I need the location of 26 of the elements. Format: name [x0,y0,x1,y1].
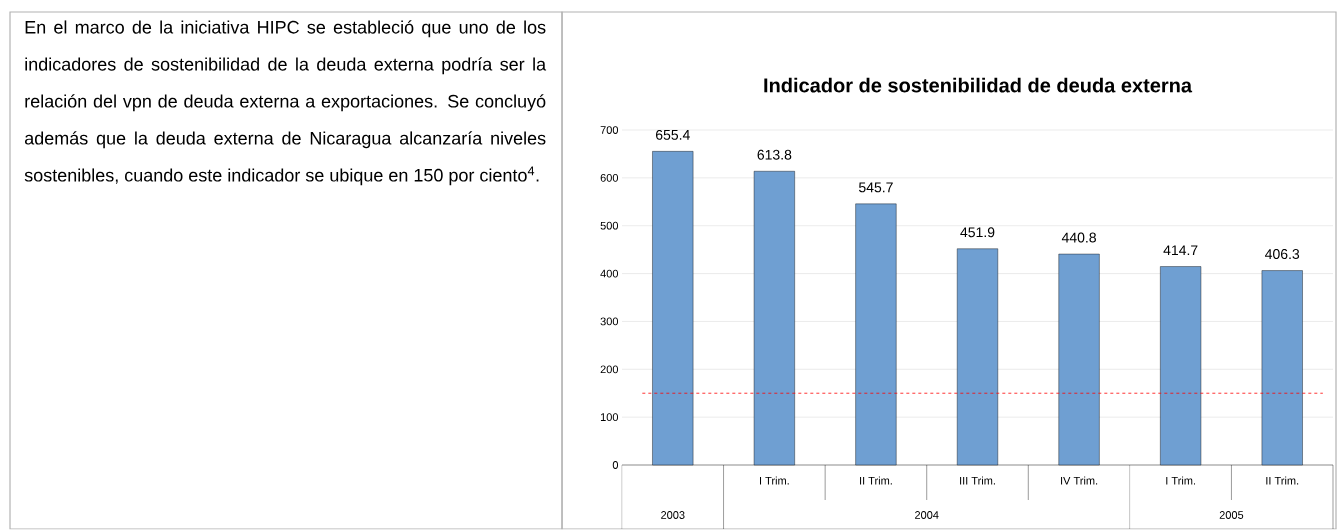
y-tick-label: 400 [600,269,619,278]
x-tick-label: II Trim. [1266,476,1299,485]
y-tick-label: 700 [600,126,619,135]
chart-title: Indicador de sostenibilidad de deuda externa [764,77,1193,93]
x-tick-label: II Trim. [860,476,892,485]
data-label: 451.9 [960,227,995,238]
x-tick-label: IV Trim. [1061,476,1098,485]
y-tick-label: 200 [600,365,619,374]
text: 2005 [1219,511,1244,520]
data-label: 406.3 [1265,249,1300,260]
data-label: 414.7 [1163,245,1198,256]
text: En el marco de la iniciativa HIPC se estableció que uno de los indicadores de sostenibilidad de la deuda externa podría ser la relación del vpn de deuda externa a exportaciones. Se concluyó además que la deuda externa de Nicaragua alcanzaría niveles sostenibles, cuando este indicador se ubique en 150 por ciento$^{4}$. [24,20,547,186]
y-tick-label: 600 [600,174,619,182]
data-label: 655.4 [655,130,690,141]
y-tick-label: 100 [600,413,619,422]
x-tick-label: I Trim. [760,476,789,485]
y-tick-label: 0 [612,461,619,470]
y-tick-label: 300 [600,317,619,326]
data-label: 545.7 [858,182,893,193]
text: 2003 [661,511,685,520]
data-label: 440.8 [1061,232,1096,243]
x-tick-label: I Trim. [1166,476,1196,485]
text: 2004 [915,511,939,520]
data-label: 613.8 [757,150,792,160]
y-tick-label: 500 [600,222,619,230]
x-tick-label: III Trim. [960,476,995,485]
